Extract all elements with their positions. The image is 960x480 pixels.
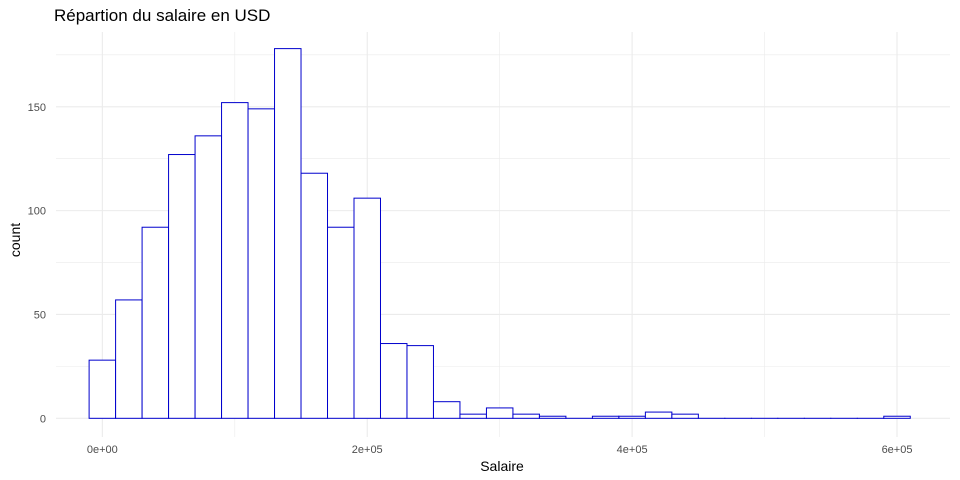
y-tick-label: 100 bbox=[28, 206, 46, 218]
y-tick-label: 50 bbox=[34, 309, 46, 321]
x-tick-label: 0e+00 bbox=[87, 444, 118, 456]
histogram-bar bbox=[538, 415, 567, 419]
histogram-bar bbox=[591, 415, 620, 419]
histogram-bar bbox=[141, 226, 170, 419]
x-tick-label: 2e+05 bbox=[352, 444, 383, 456]
histogram-bar bbox=[432, 401, 461, 419]
histogram-bar bbox=[512, 413, 540, 419]
histogram-bar bbox=[485, 407, 514, 419]
y-tick-label: 0 bbox=[40, 413, 46, 425]
histogram-bar bbox=[671, 413, 699, 419]
y-axis-title: count bbox=[7, 223, 23, 257]
histogram-bar bbox=[274, 48, 302, 419]
y-axis-ticks: 0 50 100 150 bbox=[28, 102, 46, 426]
histogram-bar bbox=[88, 359, 117, 419]
histogram-bar bbox=[247, 108, 276, 419]
histogram-bar bbox=[194, 135, 223, 419]
x-tick-label: 6e+05 bbox=[882, 444, 913, 456]
x-axis-ticks: 0e+00 2e+05 4e+05 6e+05 bbox=[87, 444, 913, 456]
histogram-bar bbox=[618, 415, 646, 419]
y-tick-label: 150 bbox=[28, 102, 46, 114]
histogram-bar bbox=[406, 345, 434, 419]
histogram-bar bbox=[379, 343, 408, 419]
histogram-bar bbox=[168, 154, 196, 419]
histogram-bar bbox=[327, 226, 355, 419]
histogram-bar bbox=[300, 172, 329, 419]
histogram-bar bbox=[883, 415, 911, 419]
histogram-bar bbox=[644, 411, 673, 419]
histogram-bar bbox=[221, 102, 249, 419]
histogram-bar bbox=[459, 413, 487, 419]
histogram-bars bbox=[88, 48, 911, 419]
x-axis-title: Salaire bbox=[480, 458, 524, 474]
histogram-bar bbox=[353, 197, 381, 419]
chart-title: Répartion du salaire en USD bbox=[54, 6, 271, 25]
x-tick-label: 4e+05 bbox=[617, 444, 648, 456]
histogram-bar bbox=[115, 299, 143, 419]
